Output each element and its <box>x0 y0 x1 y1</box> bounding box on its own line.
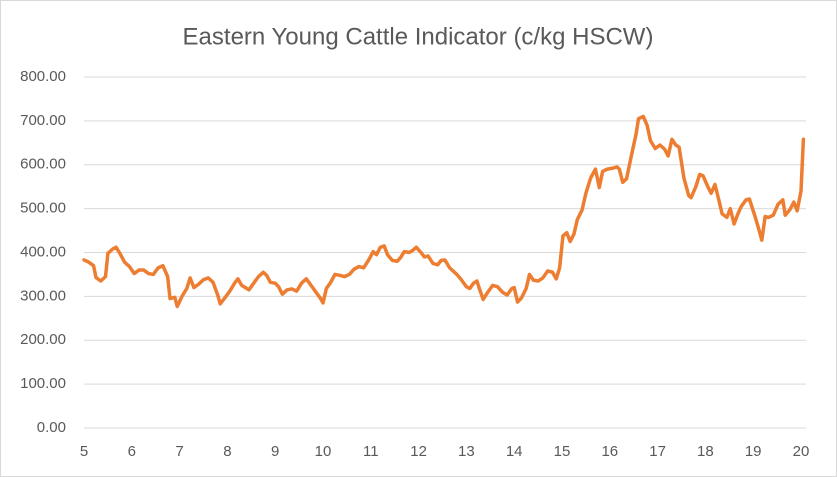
x-tick-label: 13 <box>458 443 475 460</box>
chart-title: Eastern Young Cattle Indicator (c/kg HSC… <box>183 23 654 50</box>
y-tick-label: 700.00 <box>20 112 66 129</box>
y-tick-label: 200.00 <box>20 331 66 348</box>
x-tick-label: 17 <box>649 443 666 460</box>
x-tick-label: 15 <box>554 443 571 460</box>
y-tick-label: 400.00 <box>20 243 66 260</box>
x-tick-label: 7 <box>175 443 183 460</box>
x-tick-label: 8 <box>223 443 231 460</box>
x-tick-label: 6 <box>128 443 136 460</box>
x-tick-label: 18 <box>697 443 714 460</box>
y-tick-label: 300.00 <box>20 287 66 304</box>
x-tick-label: 10 <box>315 443 332 460</box>
x-tick-label: 20 <box>793 443 810 460</box>
y-tick-label: 0.00 <box>37 419 66 436</box>
y-tick-label: 500.00 <box>20 200 66 217</box>
y-tick-label: 600.00 <box>20 156 66 173</box>
x-tick-label: 14 <box>506 443 523 460</box>
y-tick-label: 800.00 <box>20 68 66 85</box>
x-tick-label: 11 <box>363 443 379 460</box>
x-tick-label: 16 <box>601 443 618 460</box>
x-tick-label: 5 <box>80 443 88 460</box>
x-tick-label: 9 <box>271 443 279 460</box>
x-tick-label: 12 <box>410 443 427 460</box>
x-tick-label: 19 <box>745 443 762 460</box>
y-tick-label: 100.00 <box>20 375 66 392</box>
data-line <box>82 114 806 309</box>
